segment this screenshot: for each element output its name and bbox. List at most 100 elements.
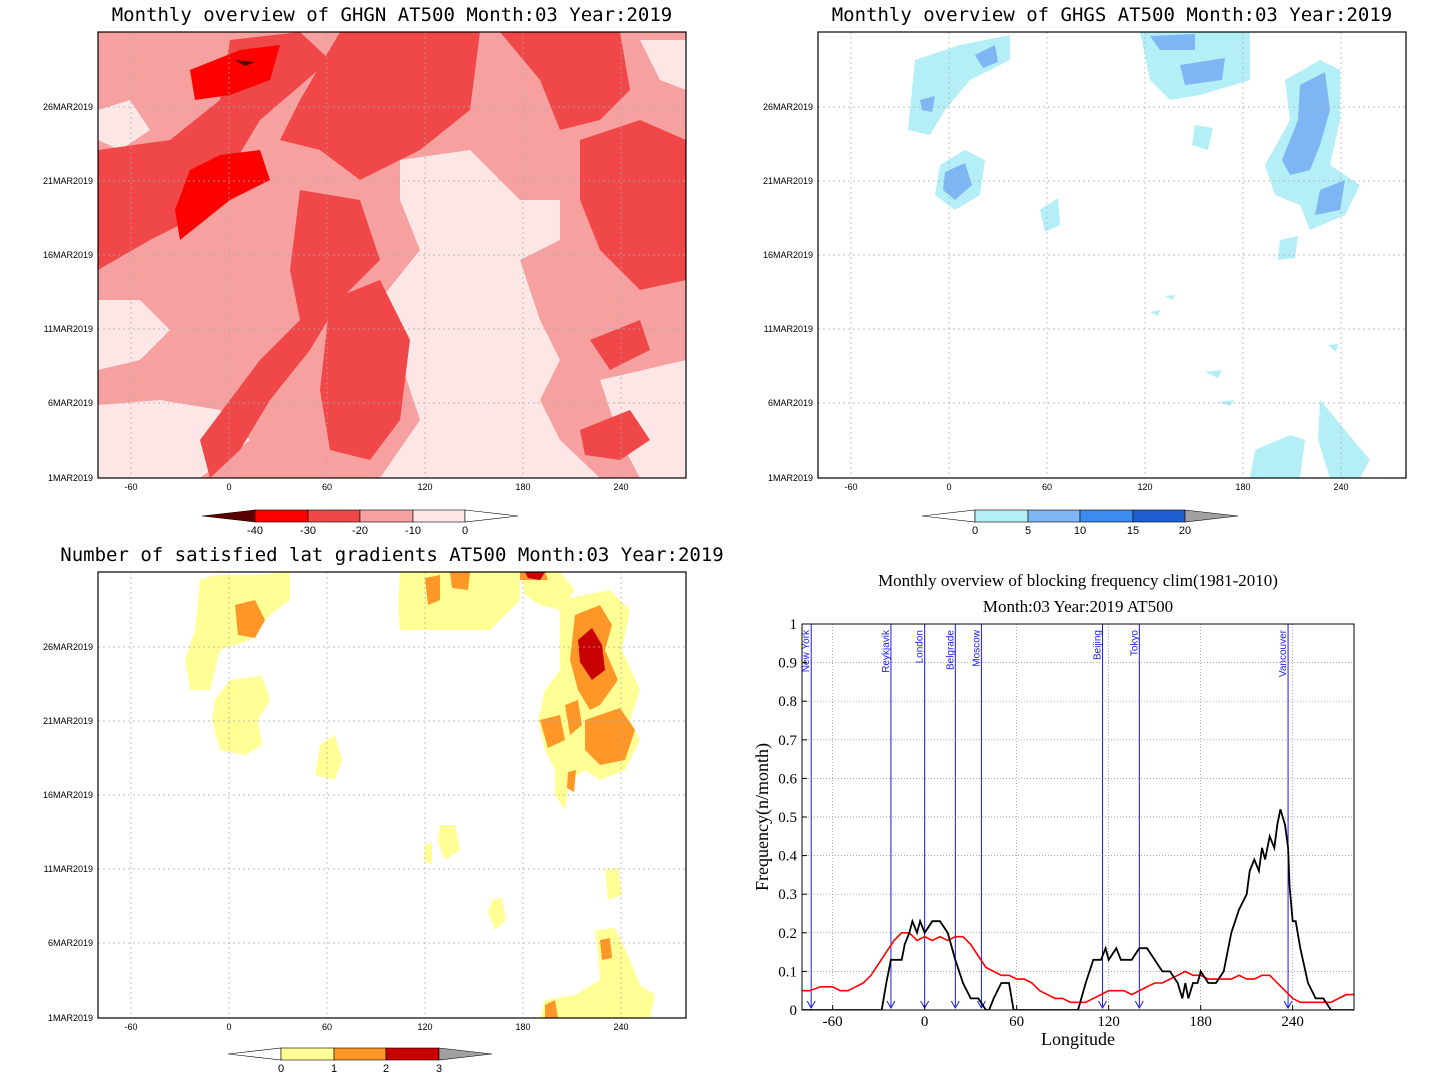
latgrad-ytick: 6MAR2019 — [48, 938, 93, 948]
blocking-title: Monthly overview of blocking frequency c… — [878, 571, 1278, 590]
ghgn-fill-mid-ne — [500, 32, 630, 130]
ghgn-cbar-label: -10 — [405, 525, 421, 537]
ghgn-xtick: 0 — [226, 482, 231, 492]
latgrad-fill-3 — [578, 628, 605, 680]
panel-ghgn: Monthly overview of GHGN AT500 Month:03 … — [43, 4, 687, 537]
ghgn-fill-darkest — [235, 60, 255, 66]
ghgs-fill-light — [1328, 344, 1338, 352]
latgrad-x-ticks: -60 0 60 120 180 240 — [124, 1022, 628, 1032]
blocking-xtick-label: 60 — [1009, 1014, 1024, 1030]
city-label: London — [915, 630, 926, 663]
latgrad-fill-1 — [424, 842, 432, 865]
ghgs-cbar-label: 15 — [1127, 525, 1139, 537]
ghgn-title: Monthly overview of GHGN AT500 Month:03 … — [112, 4, 673, 26]
blocking-xtick-label: -60 — [823, 1014, 843, 1030]
ghgn-cbar-label: 0 — [462, 525, 468, 537]
latgrad-xtick: 60 — [322, 1022, 332, 1032]
ghgn-fill-strong-w — [175, 150, 270, 240]
latgrad-fill-1 — [185, 572, 290, 690]
ghgs-fill-light — [1150, 310, 1160, 316]
blocking-ytick-label: 0.7 — [778, 733, 797, 749]
latgrad-fill-2 — [450, 572, 470, 590]
latgrad-cbar-label: 0 — [278, 1063, 284, 1075]
ghgs-fill-light — [1250, 435, 1305, 478]
latgrad-fill-3 — [525, 572, 545, 580]
latgrad-cbar-label: 3 — [436, 1063, 442, 1075]
latgrad-fill-2 — [545, 1000, 558, 1018]
ghgn-fill-light-w — [98, 300, 170, 370]
ghgs-fill-mid — [1150, 34, 1195, 50]
panel-blocking-frequency: Monthly overview of blocking frequency c… — [752, 571, 1355, 1049]
ghgn-fill-mid-e — [580, 120, 686, 290]
blocking-xtick-label: 240 — [1281, 1014, 1304, 1030]
blocking-ytick-label: 0.3 — [778, 887, 797, 903]
ghgn-fill-light-nw — [98, 100, 150, 150]
ghgn-cbar-label: -40 — [247, 525, 263, 537]
latgrad-ytick: 26MAR2019 — [43, 642, 93, 652]
ghgn-cbar-swatch — [412, 509, 466, 523]
ghgn-cbar-arrow-high — [464, 509, 519, 523]
ghgn-fill-mid-nw — [98, 32, 330, 270]
ghgs-ytick: 1MAR2019 — [768, 473, 813, 483]
ghgn-cbar-arrow-low — [201, 509, 256, 523]
latgrad-xtick: 240 — [613, 1022, 628, 1032]
ghgs-fill-mid — [943, 163, 972, 200]
ghgn-fill-light-ne — [640, 40, 686, 90]
ghgs-colorbar: 0 5 10 15 20 — [921, 509, 1239, 537]
ghgn-xtick: 180 — [515, 482, 530, 492]
city-arrow-icon — [950, 1000, 960, 1010]
city-arrow-icon — [1098, 1000, 1107, 1010]
ghgn-x-ticks: -60 0 60 120 180 240 — [124, 482, 628, 492]
ghgs-cbar-swatch — [1132, 509, 1186, 523]
blocking-city-markers: New York Reykjavik London Belgrade Moscow Bei… — [801, 624, 1293, 1010]
ghgn-xtick: 240 — [613, 482, 628, 492]
latgrad-ytick: 21MAR2019 — [43, 716, 93, 726]
ghgs-fill-light — [1192, 125, 1213, 150]
ghgn-ytick: 6MAR2019 — [48, 398, 93, 408]
blocking-series-climatology — [802, 932, 1354, 1004]
city-arrow-icon — [1134, 1000, 1144, 1010]
ghgn-cbar-swatch — [359, 509, 414, 523]
ghgn-cbar-swatch — [307, 509, 361, 523]
latgrad-fill-1 — [315, 735, 342, 780]
latgrad-xtick: 120 — [417, 1022, 432, 1032]
latgrad-fill-1 — [605, 868, 622, 900]
latgrad-fill-1 — [540, 928, 655, 1018]
blocking-xlabel: Longitude — [1041, 1029, 1115, 1049]
ghgs-ytick: 26MAR2019 — [763, 102, 813, 112]
ghgs-cbar-label: 5 — [1025, 525, 1031, 537]
ghgs-cbar-swatch — [1027, 509, 1081, 523]
latgrad-xtick: -60 — [124, 1022, 137, 1032]
ghgn-cbar-label: -20 — [352, 525, 368, 537]
ghgs-grid — [818, 32, 1406, 478]
latgrad-cbar-swatch — [385, 1047, 440, 1061]
blocking-xtick-label: 0 — [921, 1014, 929, 1030]
ghgs-cbar-arrow-high — [1184, 509, 1239, 523]
ghgn-fill-mid-c — [200, 190, 380, 478]
ghgs-cbar-arrow-low — [921, 509, 976, 523]
ghgn-fill-strong-n — [190, 45, 280, 100]
ghgs-frame — [817, 31, 1407, 479]
city-arrow-icon — [1283, 1000, 1293, 1010]
ghgn-y-ticks: 1MAR2019 6MAR2019 11MAR2019 16MAR2019 21… — [43, 102, 93, 483]
latgrad-cbar-swatch — [280, 1047, 335, 1061]
ghgs-y-ticks: 1MAR2019 6MAR2019 11MAR2019 16MAR2019 21… — [763, 102, 813, 483]
blocking-ytick-label: 0.2 — [778, 926, 797, 942]
blocking-ytick-label: 0.5 — [778, 810, 797, 826]
ghgs-fill-light — [1040, 198, 1060, 232]
ghgs-title: Monthly overview of GHGS AT500 Month:03 … — [832, 4, 1393, 26]
ghgn-cbar-swatch — [254, 509, 309, 523]
blocking-ytick-label: 1 — [790, 617, 798, 633]
latgrad-fill-2 — [585, 708, 635, 765]
city-arrow-icon — [886, 1000, 896, 1010]
city-arrow-icon — [806, 1000, 816, 1010]
ghgs-fill-mid — [920, 96, 935, 112]
ghgn-ytick: 1MAR2019 — [48, 473, 93, 483]
ghgs-xtick: 0 — [946, 482, 951, 492]
latgrad-xtick: 180 — [515, 1022, 530, 1032]
blocking-ticks: 0 0.1 0.2 0.3 0.4 0.5 0.6 0.7 0.8 0.9 1 -60 0 60 120 18… — [778, 617, 1304, 1030]
latgrad-fill-2 — [600, 938, 612, 960]
ghgs-x-ticks: -60 0 60 120 180 240 — [844, 482, 1348, 492]
ghgs-cbar-label: 10 — [1074, 525, 1086, 537]
latgrad-colorbar: 0 1 2 3 — [227, 1047, 493, 1075]
